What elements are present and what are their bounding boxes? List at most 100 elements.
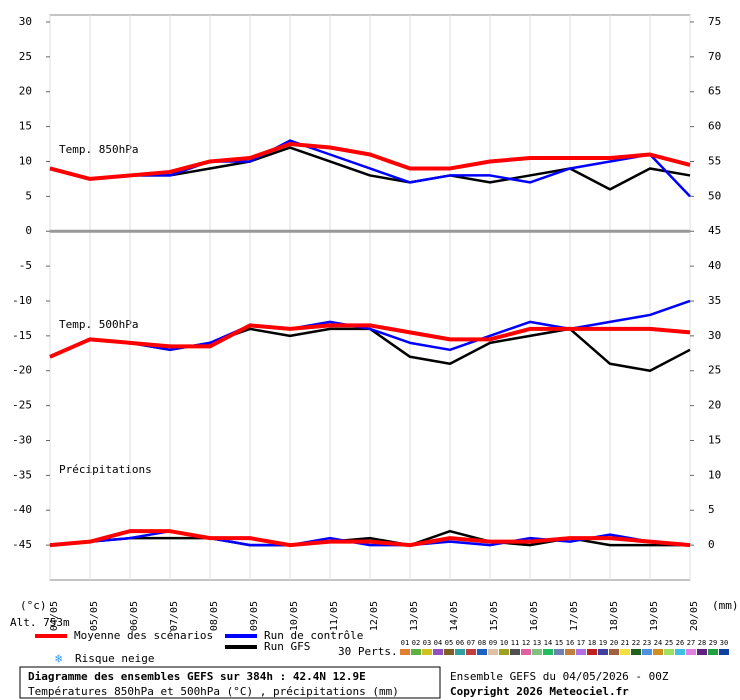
x-tick-label: 20/05 xyxy=(689,601,700,631)
y-tick-label: -20 xyxy=(12,364,32,377)
pert-label: 23 xyxy=(643,639,651,647)
snow-icon: ❄ xyxy=(55,652,62,666)
x-tick-label: 19/05 xyxy=(649,601,660,631)
pert-swatch xyxy=(686,649,696,655)
y2-tick-label: 25 xyxy=(708,364,721,377)
y-tick-label: 5 xyxy=(25,189,32,202)
pert-label: 24 xyxy=(654,639,662,647)
pert-swatch xyxy=(719,649,729,655)
pert-swatch xyxy=(521,649,531,655)
y2-tick-label: 65 xyxy=(708,85,721,98)
x-tick-label: 04/05 xyxy=(49,601,60,631)
panel-label: Précipitations xyxy=(59,463,152,476)
y-tick-label: -15 xyxy=(12,329,32,342)
pert-label: 11 xyxy=(511,639,519,647)
pert-label: 14 xyxy=(544,639,552,647)
pert-swatch xyxy=(477,649,487,655)
pert-swatch xyxy=(708,649,718,655)
pert-swatch xyxy=(620,649,630,655)
pert-swatch xyxy=(411,649,421,655)
x-tick-label: 15/05 xyxy=(489,601,500,631)
series-line xyxy=(49,323,691,359)
pert-label: 21 xyxy=(621,639,629,647)
pert-swatch xyxy=(532,649,542,655)
y-tick-label: -5 xyxy=(19,259,32,272)
copyright: Copyright 2026 Meteociel.fr xyxy=(450,685,629,698)
title-box xyxy=(19,666,441,699)
pert-swatch xyxy=(631,649,641,655)
pert-swatch xyxy=(576,649,586,655)
legend-label: Run de contrôle xyxy=(264,629,363,642)
pert-swatch xyxy=(554,649,564,655)
x-tick-label: 07/05 xyxy=(169,601,180,631)
pert-label: 07 xyxy=(467,639,475,647)
y-tick-label: 30 xyxy=(19,15,32,28)
y2-tick-label: 5 xyxy=(708,503,715,516)
y-tick-label: 25 xyxy=(19,50,32,63)
pert-swatch xyxy=(433,649,443,655)
y2-tick-label: 30 xyxy=(708,329,721,342)
x-tick-label: 10/05 xyxy=(289,601,300,631)
series-line xyxy=(49,299,691,358)
y2-tick-label: 55 xyxy=(708,154,721,167)
pert-label: 10 xyxy=(500,639,508,647)
x-tick-label: 09/05 xyxy=(249,601,260,631)
y-tick-label: -25 xyxy=(12,399,32,412)
x-tick-label: 16/05 xyxy=(529,601,540,631)
x-tick-label: 06/05 xyxy=(129,601,140,631)
x-tick-label: 13/05 xyxy=(409,601,420,631)
series-line xyxy=(49,139,691,198)
legend-label: Run GFS xyxy=(264,640,310,653)
pert-label: 08 xyxy=(478,639,486,647)
x-tick-label: 14/05 xyxy=(449,601,460,631)
pert-label: 19 xyxy=(599,639,607,647)
pert-label: 28 xyxy=(698,639,706,647)
pert-label: 26 xyxy=(676,639,684,647)
panel-label: Temp. 500hPa xyxy=(59,318,138,331)
snow-legend: Risque neige xyxy=(75,652,154,665)
pert-swatch xyxy=(587,649,597,655)
x-tick-label: 11/05 xyxy=(329,601,340,631)
pert-swatch xyxy=(466,649,476,655)
y2-tick-label: 75 xyxy=(708,15,721,28)
y2-tick-label: 0 xyxy=(708,538,715,551)
y-tick-label: -10 xyxy=(12,294,32,307)
x-tick-label: 05/05 xyxy=(89,601,100,631)
series-line xyxy=(49,142,691,181)
pert-label: 29 xyxy=(709,639,717,647)
pert-swatch xyxy=(510,649,520,655)
pert-label: 30 xyxy=(720,639,728,647)
perts-label: 30 Perts. xyxy=(338,645,398,658)
y2-tick-label: 50 xyxy=(708,189,721,202)
y-tick-label: 0 xyxy=(25,224,32,237)
series-line xyxy=(49,529,691,548)
y-tick-label: -40 xyxy=(12,503,32,516)
pert-swatch xyxy=(565,649,575,655)
pert-swatch xyxy=(664,649,674,655)
y-unit: (°c) xyxy=(20,599,47,612)
y-tick-label: -30 xyxy=(12,433,32,446)
pert-swatch xyxy=(499,649,509,655)
pert-label: 17 xyxy=(577,639,585,647)
pert-label: 04 xyxy=(434,639,442,647)
pert-swatch xyxy=(444,649,454,655)
legend-label: Moyenne des scénarios xyxy=(74,629,213,642)
pert-label: 27 xyxy=(687,639,695,647)
y2-unit: (mm) xyxy=(712,599,739,612)
x-tick-label: 08/05 xyxy=(209,601,220,631)
y-tick-label: 20 xyxy=(19,85,32,98)
y2-tick-label: 45 xyxy=(708,224,721,237)
pert-label: 02 xyxy=(412,639,420,647)
y-tick-label: -35 xyxy=(12,468,32,481)
pert-label: 20 xyxy=(610,639,618,647)
y2-tick-label: 20 xyxy=(708,399,721,412)
pert-swatch xyxy=(422,649,432,655)
y2-tick-label: 70 xyxy=(708,50,721,63)
pert-swatch xyxy=(400,649,410,655)
y-tick-label: 15 xyxy=(19,120,32,133)
pert-swatch xyxy=(488,649,498,655)
pert-label: 09 xyxy=(489,639,497,647)
pert-swatch xyxy=(642,649,652,655)
altitude: Alt. 753m xyxy=(10,616,70,629)
pert-swatch xyxy=(697,649,707,655)
